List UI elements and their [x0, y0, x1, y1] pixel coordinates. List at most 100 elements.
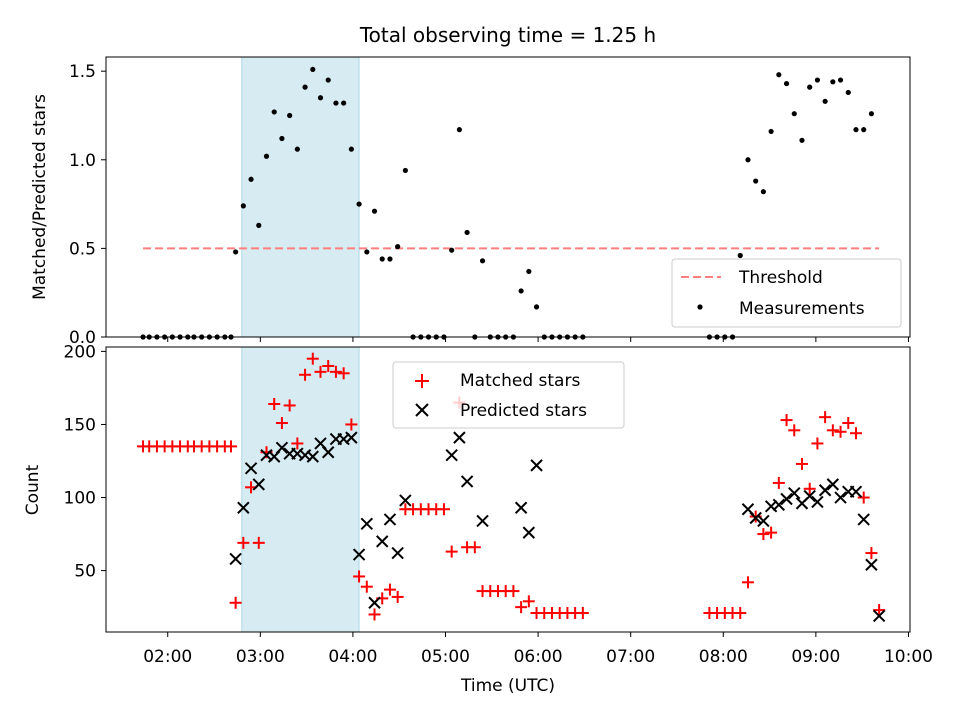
predicted-star-point	[345, 431, 358, 444]
matched-star-point	[329, 365, 342, 378]
top-highlight-span	[241, 56, 360, 338]
predicted-star-point	[849, 485, 863, 498]
matched-star-point	[283, 399, 296, 412]
measurement-point	[240, 203, 246, 209]
measurement-point	[745, 157, 751, 163]
measurement-point	[387, 256, 393, 262]
x-tick-label: 06:00	[514, 647, 563, 667]
x-tick-label: 04:00	[328, 647, 377, 667]
legend-predicted-label: Predicted stars	[460, 401, 587, 421]
measurement-point	[233, 249, 239, 255]
top-x-ticks	[167, 337, 909, 342]
measurement-point	[479, 258, 486, 264]
matched-star-point	[291, 437, 304, 450]
measurement-point	[853, 127, 859, 133]
matched-star-point	[322, 360, 335, 372]
measurement-point	[768, 128, 774, 135]
matched-star-point	[522, 595, 535, 608]
measurement-point	[271, 109, 277, 115]
measurement-point	[783, 80, 790, 87]
predicted-star-point	[237, 501, 250, 514]
matched-star-point	[765, 526, 778, 539]
predicted-star-point	[764, 500, 778, 513]
matched-star-point	[314, 365, 327, 378]
top-y-tick-label: 0.5	[69, 239, 96, 259]
matched-star-point	[368, 608, 381, 621]
matched-star-point	[757, 528, 770, 541]
measurement-point	[302, 84, 308, 90]
bottom-y-ticks: 50 100 150 200	[64, 342, 106, 582]
top-plot-frame	[105, 56, 911, 338]
bottom-highlight-span	[241, 346, 360, 633]
legend-measurements-swatch	[697, 304, 703, 310]
y-tick-label: 100	[64, 489, 96, 509]
legend-matched-label: Matched stars	[460, 371, 580, 391]
matched-star-point	[741, 576, 754, 589]
predicted-star-point	[229, 552, 242, 566]
matched-star-point	[788, 424, 801, 437]
measurement-point	[348, 146, 354, 152]
measurement-point	[464, 229, 470, 236]
predicted-star-point	[275, 441, 289, 455]
legend-matched-swatch	[415, 374, 429, 388]
matched-star-point	[345, 418, 358, 431]
predicted-star-point	[530, 459, 543, 472]
y-tick-label: 50	[74, 562, 96, 582]
measurement-point	[868, 111, 875, 117]
measurement-point	[760, 189, 766, 195]
measurement-point	[791, 111, 797, 117]
predicted-star-point	[834, 491, 847, 504]
predicted-star-point	[399, 494, 412, 507]
x-tick-label: 07:00	[606, 647, 655, 667]
predicted-star-point	[522, 526, 536, 539]
predicted-star-point	[826, 478, 840, 491]
measurement-point	[533, 304, 540, 310]
predicted-star-point	[818, 484, 832, 497]
measurement-point	[356, 201, 362, 207]
measurement-point	[279, 135, 285, 142]
matched-star-point	[437, 503, 450, 516]
measurement-point	[776, 72, 782, 78]
top-y-tick-label: 1.5	[69, 62, 96, 82]
measurement-point	[263, 153, 270, 159]
bottom-y-axis-label: Count	[23, 464, 43, 515]
predicted-star-point	[803, 489, 816, 503]
predicted-star-point	[391, 546, 404, 560]
matched-star-point	[468, 541, 481, 554]
predicted-star-point	[772, 498, 786, 512]
matched-star-point	[849, 427, 862, 440]
matched-star-point	[299, 368, 312, 381]
measurement-point	[807, 84, 813, 90]
predicted-star-point	[383, 513, 397, 526]
matched-star-point	[826, 424, 839, 437]
x-tick-label: 03:00	[236, 647, 285, 667]
matched-star-point	[229, 596, 242, 609]
measurement-point	[395, 244, 401, 250]
predicted-star-point	[352, 548, 366, 561]
predicted-star-point	[376, 535, 389, 548]
predicted-star-point	[757, 514, 770, 528]
matched-star-point	[224, 440, 237, 453]
matched-star-point	[842, 417, 855, 429]
measurement-point	[799, 137, 805, 143]
measurement-point	[861, 127, 867, 133]
matched-star-point	[268, 398, 281, 410]
measurement-point	[845, 89, 851, 96]
measurement-point	[364, 249, 370, 255]
predicted-stars-points	[229, 431, 886, 623]
matched-star-point	[252, 536, 265, 549]
matched-star-point	[819, 411, 832, 424]
measurement-point	[402, 167, 408, 174]
predicted-star-point	[306, 450, 319, 463]
predicted-star-point	[476, 514, 489, 528]
matched-star-point	[360, 580, 373, 593]
matched-star-point	[772, 476, 785, 489]
top-y-axis-label: Matched/Predicted stars	[30, 94, 50, 300]
matched-star-point	[237, 536, 250, 549]
matched-star-point	[873, 604, 886, 617]
matched-star-point	[780, 414, 793, 427]
matched-star-point	[507, 585, 520, 598]
measurement-point	[287, 112, 293, 119]
matched-star-point	[857, 491, 870, 504]
predicted-star-point	[857, 513, 870, 526]
